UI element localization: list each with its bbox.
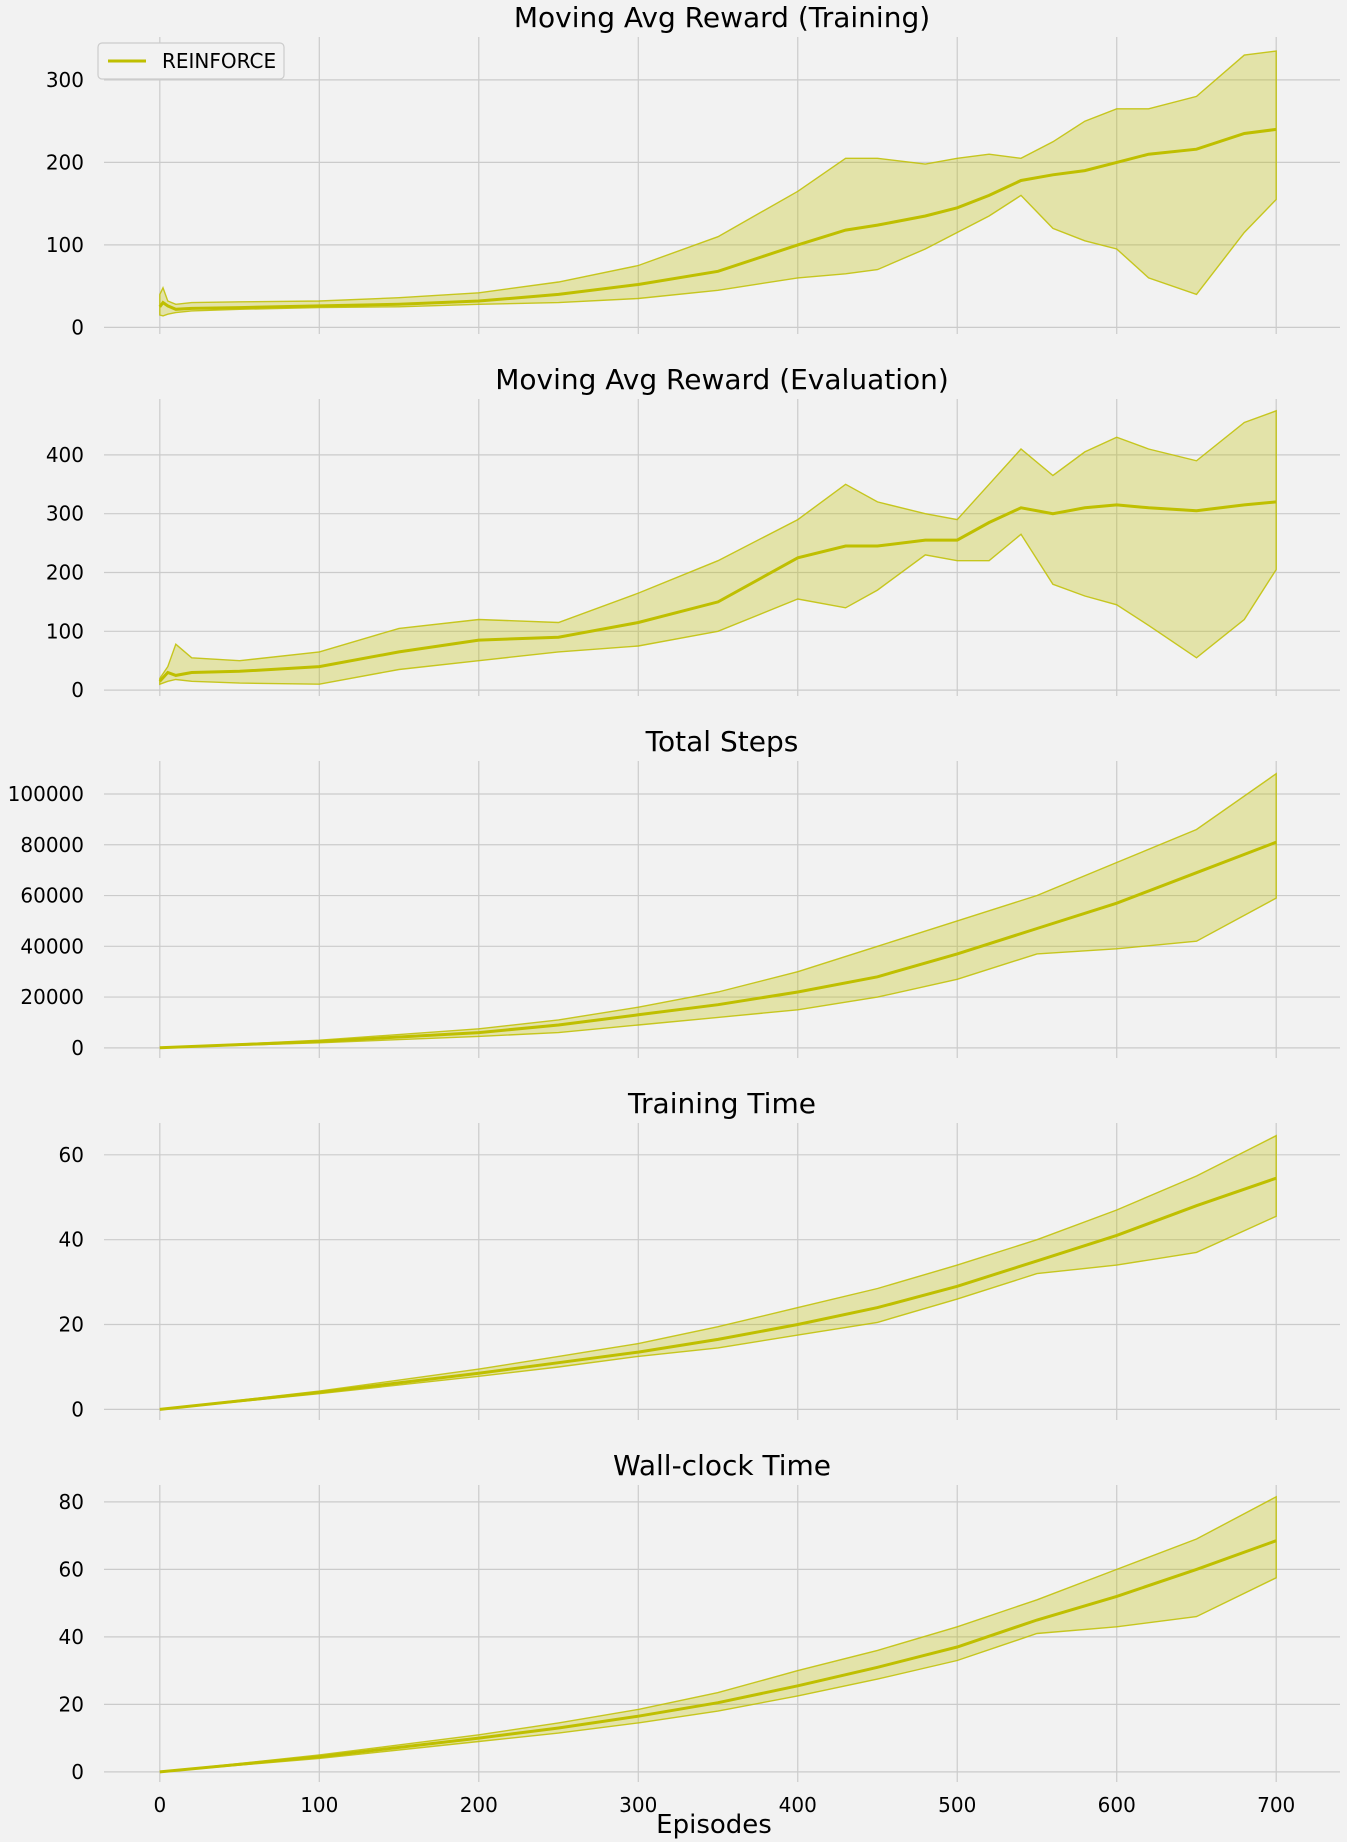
series-line: [158, 127, 1277, 311]
y-tick-label: 0: [71, 1760, 84, 1784]
chart-title: Moving Avg Reward (Training): [514, 1, 930, 34]
series-line: [158, 500, 1277, 683]
x-tick-label: 200: [460, 1793, 498, 1817]
y-tick-label: 40: [59, 1625, 84, 1649]
y-tick-label: 40000: [20, 934, 84, 958]
y-tick-label: 0: [71, 315, 84, 339]
chart-panel-5: Wall-clock Time 0 20 40 60 80 0 100 200 300 400 500…: [59, 1449, 1340, 1817]
y-tick-label: 200: [46, 560, 84, 584]
y-tick-label: 0: [71, 678, 84, 702]
x-tick-label: 400: [779, 1793, 817, 1817]
x-tick-label: 600: [1098, 1793, 1136, 1817]
y-tick-label: 100: [46, 233, 84, 257]
legend-box: [97, 42, 285, 80]
y-tick-label: 100000: [8, 782, 84, 806]
confidence-band: [159, 50, 1277, 317]
y-tick-label: 60: [59, 1143, 84, 1167]
legend: REINFORCE: [97, 42, 285, 80]
y-tick-label: 80000: [20, 833, 84, 857]
y-tick-label: 60: [59, 1557, 84, 1581]
y-tick-label: 300: [46, 68, 84, 92]
chart-panel-4: Training Time 0 20 40 60: [59, 1087, 1340, 1421]
series-line: [159, 1176, 1277, 1411]
chart-panel-3: Total Steps 0 20000 40000 60000 80000 100000: [8, 725, 1340, 1060]
chart-title: Total Steps: [645, 725, 799, 758]
y-tick-label: 20: [59, 1692, 84, 1716]
x-axis-label: Episodes: [656, 1810, 772, 1840]
y-tick-label: 400: [46, 443, 84, 467]
chart-panel-1: Moving Avg Reward (Training) 0 100 200 300 RE…: [46, 1, 1340, 339]
y-tick-label: 0: [71, 1036, 84, 1060]
confidence-band: [159, 1495, 1277, 1773]
series-line: [159, 840, 1277, 1050]
y-tick-label: 20000: [20, 985, 84, 1009]
y-tick-label: 200: [46, 150, 84, 174]
x-tick-label: 500: [938, 1793, 976, 1817]
chart-title: Moving Avg Reward (Evaluation): [495, 363, 949, 396]
y-tick-label: 80: [59, 1490, 84, 1514]
confidence-band: [159, 409, 1277, 686]
x-tick-label: 100: [300, 1793, 338, 1817]
confidence-band: [159, 1134, 1277, 1411]
chart-title: Wall-clock Time: [613, 1449, 831, 1482]
x-tick-label: 0: [153, 1793, 166, 1817]
y-tick-label: 100: [46, 619, 84, 643]
legend-label: REINFORCE: [162, 49, 276, 73]
chart-title: Training Time: [627, 1087, 816, 1120]
y-tick-label: 300: [46, 502, 84, 526]
series-line: [159, 1539, 1277, 1774]
y-tick-label: 40: [59, 1228, 84, 1252]
y-tick-label: 0: [71, 1397, 84, 1421]
confidence-band: [159, 772, 1277, 1049]
chart-panel-2: Moving Avg Reward (Evaluation) 0 100 200 300…: [46, 363, 1340, 702]
y-tick-label: 60000: [20, 884, 84, 908]
x-tick-label: 300: [619, 1793, 657, 1817]
y-tick-label: 20: [59, 1313, 84, 1337]
chart-panels: Moving Avg Reward (Training)0100200300RE…: [8, 1, 1340, 1817]
x-tick-label: 700: [1257, 1793, 1295, 1817]
